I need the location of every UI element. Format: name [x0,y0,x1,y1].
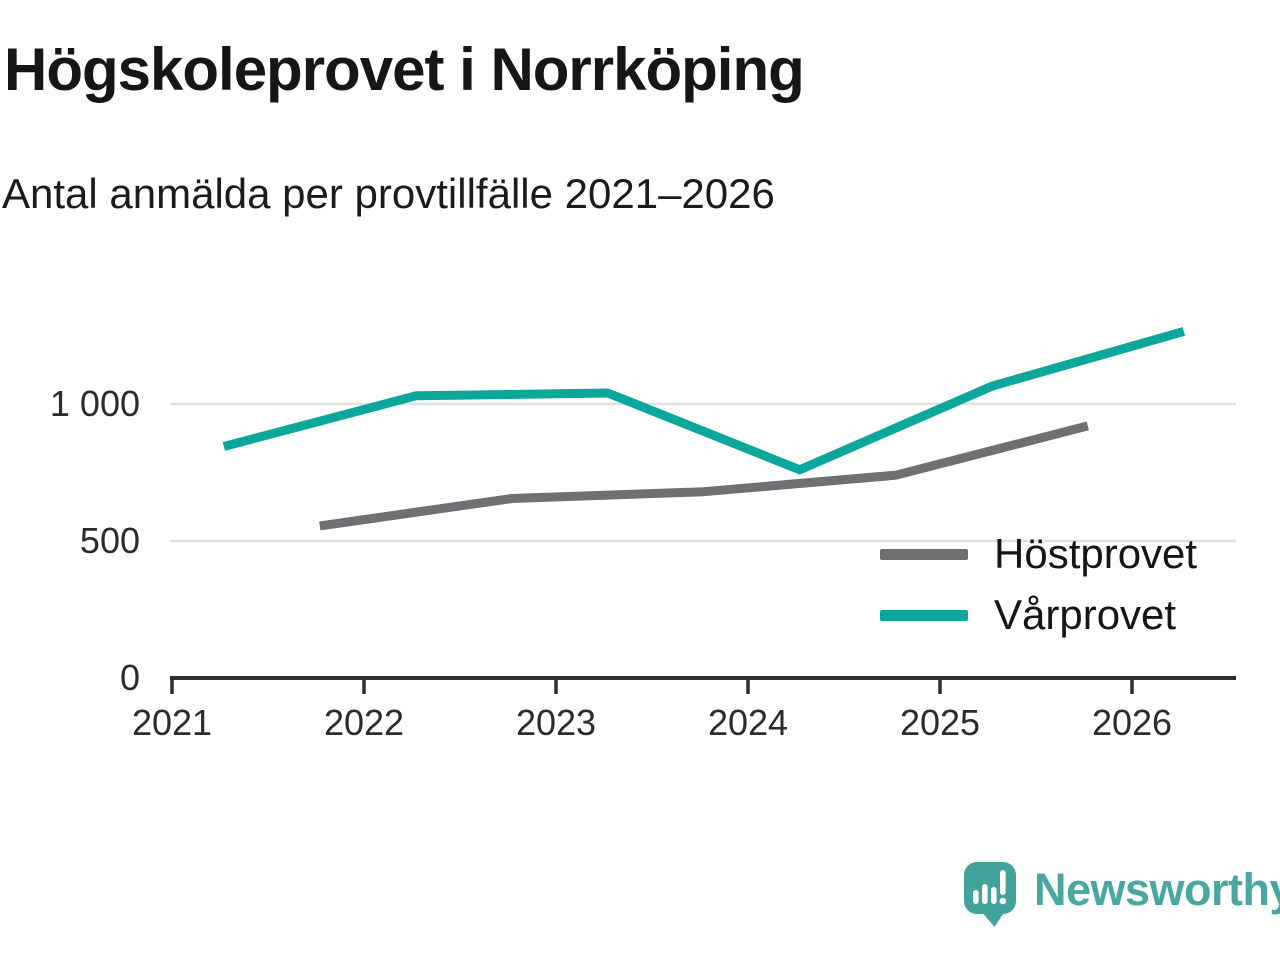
hostprovet-line-swatch [880,548,968,560]
y-tick-label: 500 [79,520,140,561]
chart-title: Högskoleprovet i Norrköping [4,36,805,103]
x-axis [170,676,1236,694]
chart-subtitle: Antal anmälda per provtillfälle 2021–202… [2,170,775,217]
varprovet-line-swatch [880,609,968,621]
x-tick-label: 2021 [131,702,213,743]
y-tick-label: 1 000 [49,383,140,424]
legend-label: Höstprovet [994,530,1198,577]
gridlines [170,402,1236,543]
x-tick-label: 2024 [707,702,789,743]
legend-label: Vårprovet [994,591,1177,638]
x-tick-label: 2023 [515,702,597,743]
x-tick-label: 2025 [899,702,981,743]
x-tick-label: 2022 [323,702,405,743]
legend-item-hostprovet: Höstprovet [880,531,1197,577]
x-tick-label: 2026 [1091,702,1173,743]
data-series-lines [222,327,1186,531]
legend-item-varprovet: Vårprovet [880,592,1197,638]
newsworthy-brand-text: Newsworthy [1034,864,1280,915]
y-tick-label: 0 [119,657,140,698]
legend: Höstprovet Vårprovet [880,531,1197,653]
newsworthy-logo-icon [964,862,1016,927]
